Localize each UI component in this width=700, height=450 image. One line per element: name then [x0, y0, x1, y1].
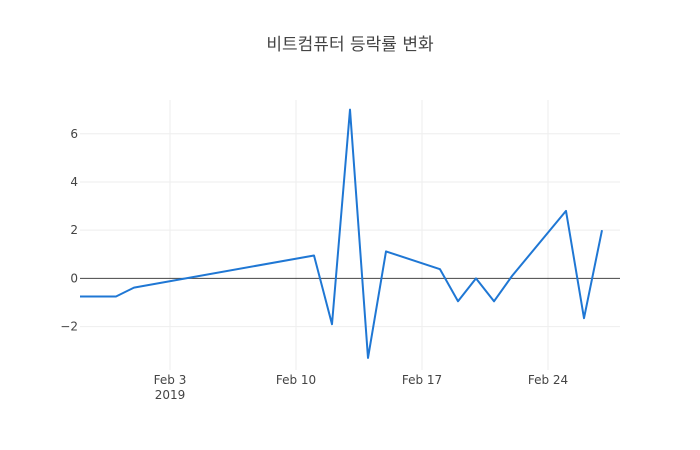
y-tick-label: 2: [70, 223, 78, 237]
x-tick-label: Feb 10: [276, 373, 316, 387]
x-tick-label: Feb 24: [528, 373, 568, 387]
x-tick-label: Feb 3: [154, 373, 187, 387]
y-tick-label: −2: [60, 320, 78, 334]
grid-layer: [80, 100, 620, 370]
y-tick-label: 0: [70, 271, 78, 285]
chart-title: 비트컴퓨터 등락률 변화: [266, 35, 434, 55]
series-layer: [80, 108, 603, 359]
x-tick-label: Feb 17: [402, 373, 442, 387]
y-axis-ticks: −2 0 2 4 6: [60, 127, 78, 334]
y-tick-label: 6: [70, 127, 78, 141]
y-tick-label: 4: [70, 175, 78, 189]
x-tick-year-label: 2019: [155, 388, 186, 402]
series-line: [80, 108, 603, 359]
